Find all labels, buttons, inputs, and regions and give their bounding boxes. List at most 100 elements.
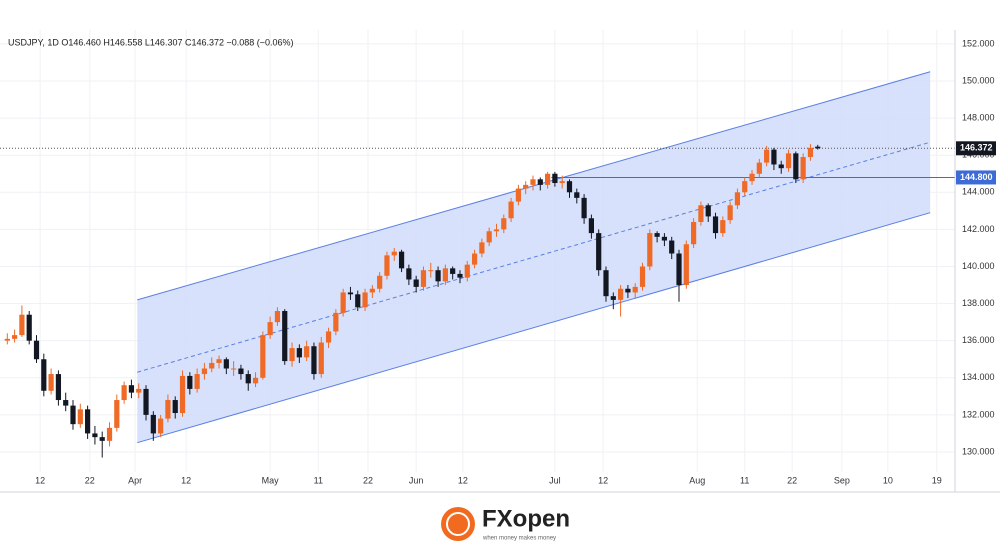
candle-body — [26, 314, 32, 341]
candle-body — [705, 205, 711, 217]
x-tick-label: Apr — [128, 475, 142, 485]
y-tick-label: 142.000 — [962, 224, 995, 234]
level-label: 144.800 — [960, 172, 993, 182]
logo-icon-ring — [446, 512, 470, 536]
candle-body — [574, 192, 580, 198]
candle-body — [661, 236, 668, 241]
candle-body — [355, 294, 361, 308]
candle-body — [618, 288, 624, 300]
y-tick-label: 140.000 — [962, 261, 995, 271]
channel-fill — [137, 71, 931, 443]
x-tick-label: Aug — [689, 475, 705, 485]
candle-body — [128, 385, 135, 393]
candle-body — [654, 233, 660, 237]
candle-body — [457, 273, 463, 278]
candle-body — [493, 229, 500, 232]
candle-body — [413, 279, 419, 287]
x-tick-label: 10 — [883, 475, 893, 485]
candle-body — [442, 268, 448, 282]
candle-body — [282, 311, 288, 362]
candle-body — [143, 388, 149, 415]
candle-body — [41, 359, 47, 391]
candle-body — [676, 253, 682, 286]
x-tick-label: 22 — [85, 475, 95, 485]
candle-body — [391, 251, 397, 256]
candle-body — [450, 268, 456, 274]
candle-body — [749, 173, 755, 182]
candle-body — [289, 348, 295, 362]
candle-body — [333, 312, 339, 332]
candle-body — [720, 220, 726, 234]
candle-body — [734, 192, 741, 206]
candle-body — [187, 375, 193, 389]
candle-body — [756, 162, 762, 174]
x-tick-label: 11 — [314, 475, 323, 485]
x-tick-label: 12 — [458, 475, 468, 485]
candle-body — [639, 266, 646, 287]
candle-body — [33, 340, 40, 360]
x-tick-label: 19 — [932, 475, 942, 485]
candle-body — [764, 149, 770, 163]
y-tick-label: 152.000 — [962, 38, 995, 48]
candle-body — [691, 221, 697, 245]
candle-body — [106, 427, 113, 441]
candle-body — [340, 292, 346, 313]
candle-body — [99, 437, 105, 441]
channel-middle — [137, 141, 931, 373]
y-tick-label: 134.000 — [962, 372, 995, 382]
candle-body — [596, 233, 602, 271]
candle-body — [800, 157, 806, 180]
candle-body — [369, 288, 375, 293]
candle-body — [742, 181, 748, 193]
candle-body — [785, 153, 792, 169]
candle-body — [304, 346, 310, 358]
plot-layer — [0, 71, 955, 458]
candle-body — [92, 433, 98, 438]
candle-body — [515, 188, 521, 202]
candle-body — [559, 181, 565, 184]
candle-body — [727, 205, 733, 221]
candle-body — [537, 179, 543, 185]
y-tick-label: 138.000 — [962, 298, 995, 308]
candle-body — [588, 218, 594, 234]
candle-body — [581, 197, 587, 219]
candle-body — [55, 374, 62, 401]
candle-body — [712, 216, 719, 234]
candle-body — [77, 409, 83, 425]
candle-body — [209, 362, 215, 369]
candle-body — [4, 338, 10, 341]
candle-body — [347, 292, 354, 295]
candle-body — [698, 205, 704, 222]
candle-body — [318, 342, 324, 375]
candle-body — [632, 286, 638, 293]
candle-body — [625, 288, 631, 293]
candle-body — [683, 244, 689, 286]
candle-body — [19, 314, 25, 336]
y-tick-label: 148.000 — [962, 112, 995, 122]
candle-body — [398, 251, 405, 269]
candle-body — [544, 173, 551, 185]
logo: FXopen when money makes money — [441, 505, 570, 542]
candle-body — [252, 377, 259, 384]
x-tick-label: 12 — [35, 475, 45, 485]
candle-body — [669, 240, 675, 254]
candle-body — [311, 346, 317, 375]
candle-body — [523, 184, 529, 189]
candle-body — [406, 268, 412, 280]
price-label: 146.372 — [960, 143, 993, 153]
candle-body — [603, 270, 609, 297]
x-tick-label: 12 — [598, 475, 608, 485]
y-tick-label: 130.000 — [962, 446, 995, 456]
candle-body — [647, 233, 653, 267]
candle-body — [325, 331, 332, 343]
candle-body — [771, 149, 777, 165]
x-tick-label: 22 — [787, 475, 797, 485]
brand: FXopen — [482, 505, 570, 532]
x-tick-label: Jul — [549, 475, 561, 485]
candle-body — [377, 275, 383, 289]
candle-body — [428, 270, 434, 272]
candle-body — [610, 296, 616, 300]
candle-body — [778, 164, 784, 169]
